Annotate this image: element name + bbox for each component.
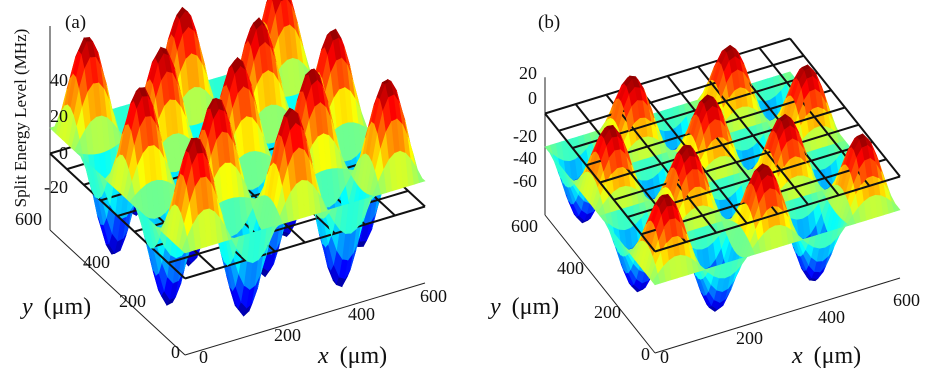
x-axis-line [184, 282, 426, 356]
panel-a-y-axis: 600 400 200 0 y (μm) [15, 209, 180, 362]
panel-b-y-var: y [488, 294, 501, 320]
panel-a-y-label: y (μm) [20, 294, 91, 320]
panel-b-z-tick: -40 [513, 148, 537, 168]
panel-a-x-axis: 0 200 400 600 x (μm) [199, 286, 447, 369]
panel-b-y-unit: (μm) [512, 294, 560, 320]
panel-b-x-label: x (μm) [791, 343, 861, 369]
surface-below-plane [544, 60, 901, 312]
panel-b-y-label: y (μm) [488, 294, 559, 320]
panel-b-y-tick: 0 [641, 344, 650, 364]
panel-b-x-tick: 0 [660, 347, 669, 367]
panel-a-z-tick: -20 [44, 177, 68, 197]
panel-a-x-tick: 400 [348, 304, 375, 324]
axis-lines [544, 77, 901, 354]
panel-a-y-var: y [20, 294, 33, 320]
panel-a-z-tick: 20 [50, 106, 68, 126]
panel-b-x-tick: 400 [818, 307, 845, 327]
panel-a-y-tick: 600 [15, 209, 42, 229]
panel-b-surface [544, 37, 901, 354]
panel-b-y-tick: 600 [511, 216, 538, 236]
panel-a-z-label: Split Energy Level (MHz) [11, 29, 30, 208]
surface-patch [266, 0, 269, 3]
panel-b-z-tick: 0 [528, 88, 537, 108]
panel-b: (b) -60 -40 -20 0 20 600 400 200 0 y (μm… [488, 12, 920, 369]
panel-a-y-unit: (μm) [44, 294, 92, 320]
panel-a: (a) -20 0 20 40 Split Energy Level (MHz)… [11, 0, 447, 369]
panel-b-x-var: x [791, 343, 803, 369]
panel-a-z-axis: -20 0 20 40 Split Energy Level (MHz) [11, 29, 68, 208]
panel-a-y-tick: 400 [83, 252, 110, 272]
panel-a-y-tick: 0 [171, 342, 180, 362]
panel-b-y-tick: 200 [594, 302, 621, 322]
panel-a-label: (a) [65, 12, 86, 33]
y-axis-line [544, 214, 656, 354]
panel-b-x-unit: (μm) [814, 343, 862, 369]
panel-b-x-tick: 600 [893, 290, 920, 310]
panel-a-x-var: x [317, 343, 329, 369]
y-axis-line [49, 229, 186, 356]
panel-a-surface [49, 0, 426, 356]
panel-a-x-unit: (μm) [340, 343, 388, 369]
panel-b-x-tick: 200 [736, 328, 763, 348]
panel-b-z-axis: -60 -40 -20 0 20 [513, 63, 537, 191]
panel-b-y-tick: 400 [557, 258, 584, 278]
panel-b-z-tick: -60 [513, 171, 537, 191]
panel-b-z-tick: 20 [519, 63, 537, 83]
panel-a-x-tick: 0 [199, 347, 208, 367]
surface-above-plane [49, 0, 426, 267]
panel-a-z-tick: 40 [50, 70, 68, 90]
panel-a-x-tick: 600 [420, 286, 447, 306]
panel-a-z-tick: 0 [59, 143, 68, 163]
panel-a-x-label: x (μm) [317, 343, 387, 369]
x-axis-line [654, 277, 901, 354]
panel-b-z-tick: -20 [513, 126, 537, 146]
panel-a-x-tick: 200 [274, 325, 301, 345]
panel-a-y-tick: 200 [119, 291, 146, 311]
surface-patch [416, 167, 426, 183]
panel-b-label: (b) [538, 12, 560, 33]
panel-b-x-axis: 0 200 400 600 x (μm) [660, 290, 920, 369]
